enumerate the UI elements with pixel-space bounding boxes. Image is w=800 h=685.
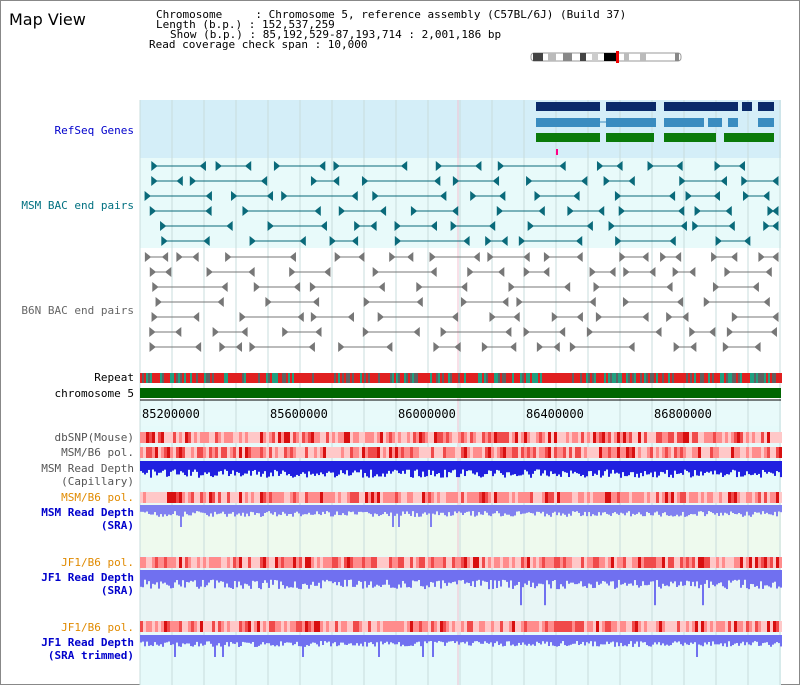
jf1-b6-pol-trim-label: JF1/B6 pol. xyxy=(61,621,134,634)
msm-b6-pol-sra-label: MSM/B6 pol. xyxy=(61,491,134,504)
chromosome-info: Chromosome : Chromosome 5, reference ass… xyxy=(140,8,627,51)
msm-depth-sra-sub: (SRA) xyxy=(100,519,134,532)
msm-depth-capillary-sub: (Capillary) xyxy=(61,475,134,488)
axis-tick-label: 86400000 xyxy=(526,407,584,421)
msm-depth-sra-label: MSM Read Depth (SRA) xyxy=(0,506,134,532)
refseq-genes xyxy=(536,102,774,155)
chromosome-ideogram xyxy=(530,51,682,63)
length-line: Length (b.p.) : 152,537,259 xyxy=(156,18,335,31)
chromosome-line: Chromosome : Chromosome 5, reference ass… xyxy=(156,8,627,21)
b6n-bac-end-pairs xyxy=(144,251,779,353)
jf1-depth-trim-label: JF1 Read Depth (SRA trimmed) xyxy=(0,636,134,662)
coverage-span-line: Read coverage check span : 10,000 xyxy=(149,38,368,51)
repeat-label: Repeat xyxy=(94,371,134,384)
jf1-b6-pol-label: JF1/B6 pol. xyxy=(61,556,134,569)
jf1-depth-trim-title: JF1 Read Depth xyxy=(41,636,134,649)
dbsnp-label: dbSNP(Mouse) xyxy=(54,431,134,444)
msm-depth-capillary-title: MSM Read Depth xyxy=(41,462,134,475)
msm-b6-pol-label: MSM/B6 pol. xyxy=(61,446,134,459)
chromosome-bar xyxy=(140,388,781,398)
jf1-depth-trim-sub: (SRA trimmed) xyxy=(47,649,134,662)
msm-bac-end-pairs xyxy=(144,160,779,247)
axis-tick-label: 86800000 xyxy=(654,407,712,421)
chromosome-label: chromosome 5 xyxy=(54,387,134,400)
axis-tick-label: 85200000 xyxy=(142,407,200,421)
msm-bac-label: MSM BAC end pairs xyxy=(21,199,134,212)
axis-tick-label: 85600000 xyxy=(270,407,328,421)
repeat-track xyxy=(140,373,782,383)
polymorphism-tracks xyxy=(140,432,782,632)
msm-depth-capillary-label: MSM Read Depth (Capillary) xyxy=(0,462,134,488)
position-axis: 85200000 85600000 86000000 86400000 8680… xyxy=(140,399,781,421)
refseq-label: RefSeq Genes xyxy=(54,124,134,137)
axis-tick-label: 86000000 xyxy=(398,407,456,421)
jf1-depth-sra-label: JF1 Read Depth (SRA) xyxy=(0,571,134,597)
page-title: Map View xyxy=(9,10,86,29)
msm-depth-sra-title: MSM Read Depth xyxy=(41,506,134,519)
jf1-depth-sra-title: JF1 Read Depth xyxy=(41,571,134,584)
read-depth-tracks xyxy=(140,461,782,657)
show-range-line: Show (b.p.) : 85,192,529-87,193,714 : 2,… xyxy=(170,28,502,41)
jf1-depth-sra-sub: (SRA) xyxy=(100,584,134,597)
b6n-bac-label: B6N BAC end pairs xyxy=(21,304,134,317)
